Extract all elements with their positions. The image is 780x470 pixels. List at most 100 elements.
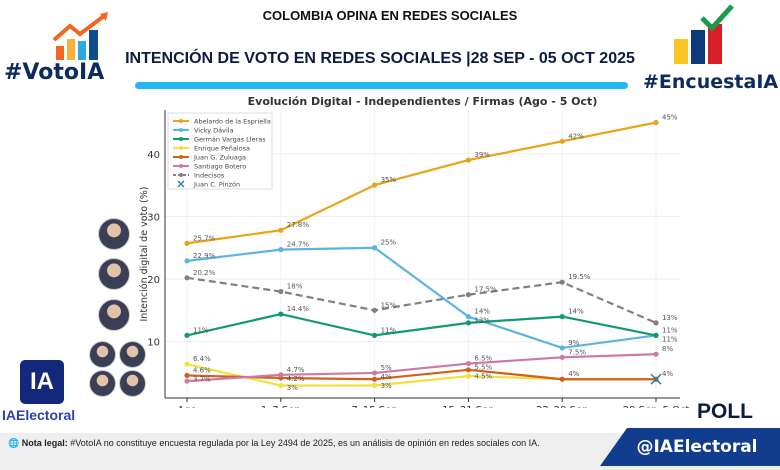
candidate-avatar	[98, 299, 130, 331]
ia-electoral-name: IAElectoral	[2, 407, 76, 423]
series-line	[186, 368, 656, 381]
legend-label: Santiago Botero	[194, 163, 246, 171]
data-label: 27.8%	[287, 221, 310, 229]
data-point	[372, 370, 378, 376]
data-label: 19.5%	[568, 273, 591, 281]
x-tick-label: 7–15 Sep	[352, 405, 398, 408]
legend-label: Enrique Peñalosa	[194, 145, 250, 153]
data-point	[372, 382, 378, 389]
series-line	[186, 312, 657, 337]
data-label: 3%	[381, 382, 392, 390]
candidate-avatar	[119, 370, 146, 397]
data-point	[465, 360, 471, 367]
data-label: 4.7%	[287, 366, 305, 374]
data-label: 13%	[662, 314, 678, 322]
data-point	[653, 119, 659, 126]
data-point	[559, 138, 565, 144]
encuestaia-tag: #EncuestaIA	[643, 71, 779, 93]
x-tick-label: 29 Sep–5 Oct	[623, 405, 690, 408]
data-label: 5.5%	[474, 364, 492, 372]
data-label: 6.5%	[474, 355, 492, 363]
data-point	[465, 314, 471, 320]
data-label: 14%	[474, 308, 490, 316]
candidate-avatar	[98, 258, 130, 290]
data-point	[559, 345, 565, 351]
x-tick-label: 15–21 Sep	[442, 405, 494, 408]
data-point	[372, 332, 378, 338]
data-point	[278, 227, 284, 233]
legend-marker	[179, 164, 183, 168]
legend-marker	[177, 180, 185, 188]
data-point	[278, 288, 284, 295]
data-label: 8%	[662, 345, 673, 353]
social-handle: @IAElectoral	[600, 428, 780, 466]
y-axis-label: Intención digital de voto (%)	[139, 187, 150, 322]
y-tick-label: 20	[147, 275, 160, 286]
candidate-avatar	[89, 370, 116, 397]
legend-marker	[179, 173, 183, 177]
data-label: 45%	[662, 114, 678, 122]
data-point	[465, 367, 471, 373]
data-point	[184, 361, 190, 367]
series-line	[186, 353, 657, 383]
data-point	[184, 258, 190, 264]
x-tick-label: 1–7 Sep	[261, 405, 301, 408]
legend-marker	[179, 146, 183, 150]
data-label: 15%	[381, 301, 397, 309]
legend-label: Juan C. Pinzón	[193, 181, 240, 189]
data-label: 11%	[193, 326, 209, 334]
data-point	[372, 307, 378, 313]
legend-marker	[179, 128, 183, 132]
data-label: 3.7%	[193, 375, 211, 383]
data-label: 4%	[662, 370, 673, 378]
legend-label: Germán Vargas Lleras	[194, 136, 266, 144]
data-label: 35%	[381, 176, 397, 184]
data-label: 11%	[381, 326, 397, 334]
line-chart: 10 20 30 40 Ago 1–7 Sep 7–15 Sep 15–21 Sep 22–28…	[139, 110, 690, 408]
data-label: 22.9%	[193, 252, 216, 260]
series-line	[186, 246, 657, 350]
data-point	[372, 376, 378, 382]
data-point	[184, 240, 190, 246]
data-label: 14.4%	[287, 305, 310, 313]
data-label: 17.5%	[474, 286, 497, 294]
legend-marker	[179, 137, 183, 141]
ia-logo: IA	[20, 360, 64, 404]
data-label: 25.7%	[193, 234, 216, 242]
legend-label: Juan G. Zuluaga	[193, 154, 246, 162]
candidate-avatar	[119, 341, 146, 368]
data-label: 5%	[381, 364, 392, 372]
votoia-tag: #VotoIA	[4, 60, 105, 85]
data-point	[465, 157, 471, 163]
data-point	[559, 314, 565, 320]
data-label: 25%	[381, 239, 397, 247]
data-point	[184, 332, 190, 338]
data-point	[465, 320, 471, 326]
legend-label: Vicky Dávila	[194, 127, 234, 135]
votoia-logo-icon	[52, 12, 108, 60]
globe-icon: 🌐	[8, 438, 20, 448]
data-point	[465, 292, 471, 298]
data-label: 24.7%	[287, 241, 310, 249]
data-point	[559, 376, 565, 382]
data-label: 4%	[381, 373, 392, 381]
data-label: 39%	[474, 151, 490, 159]
data-label: 11%	[662, 335, 678, 343]
y-tick-label: 30	[147, 212, 160, 223]
data-point	[278, 311, 284, 317]
data-label: 7.5%	[568, 348, 586, 356]
data-point	[184, 275, 190, 281]
data-point	[184, 372, 190, 379]
data-label: 3%	[287, 384, 298, 392]
data-point	[278, 372, 284, 378]
chart-title: Evolución Digital - Independientes / Fir…	[247, 95, 598, 108]
data-point	[372, 182, 378, 188]
data-point	[278, 247, 284, 253]
data-label: 11%	[662, 326, 678, 334]
data-label: 42%	[568, 132, 584, 140]
data-point	[653, 332, 659, 338]
encuestaia-logo-icon	[674, 4, 734, 64]
data-point	[559, 354, 565, 360]
legal-note-label: Nota legal:	[21, 438, 68, 448]
title-underline	[135, 82, 628, 89]
